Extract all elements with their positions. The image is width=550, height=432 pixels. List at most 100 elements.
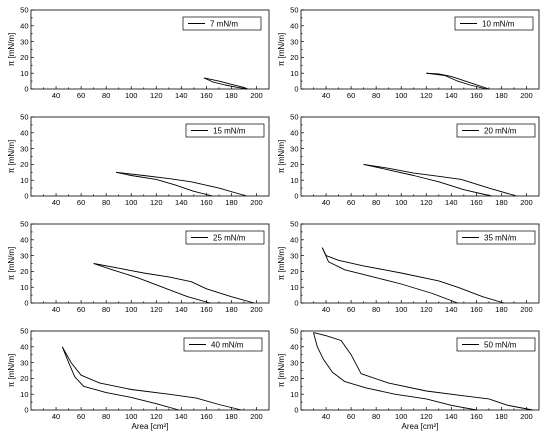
x-tick-label: 40 <box>52 91 60 100</box>
legend-label: 40 mN/m <box>211 341 244 350</box>
expansion-curve <box>321 247 458 304</box>
x-tick-label: 160 <box>200 305 213 314</box>
compression-curve <box>61 346 242 411</box>
x-tick-label: 180 <box>495 91 508 100</box>
y-tick-label: 0 <box>24 85 28 94</box>
x-tick-label: 160 <box>200 91 213 100</box>
x-tick-label: 60 <box>77 412 85 421</box>
y-tick-label: 30 <box>20 358 28 367</box>
y-tick-label: 50 <box>20 113 28 122</box>
compression-curve <box>426 72 490 90</box>
x-tick-label: 80 <box>102 198 110 207</box>
y-axis-label: π [mN/m] <box>277 33 286 67</box>
y-tick-label: 10 <box>20 390 28 399</box>
x-tick-label: 40 <box>322 91 330 100</box>
panel-8: 40 60 80 100 120 140 160 180 200 0 10 20 30 40 50 π [mN… <box>277 327 540 431</box>
panel-6: 40 60 80 100 120 140 160 180 200 0 10 20 30 40 50 π [mN… <box>277 220 540 314</box>
y-axis-label: π [mN/m] <box>7 33 16 67</box>
x-tick-label: 140 <box>175 198 188 207</box>
x-tick-label: 40 <box>52 412 60 421</box>
x-tick-label: 200 <box>520 412 533 421</box>
x-tick-label: 80 <box>102 91 110 100</box>
x-tick-label: 100 <box>125 91 138 100</box>
x-tick-label: 140 <box>445 412 458 421</box>
compression-curve <box>363 163 517 197</box>
y-tick-label: 30 <box>20 251 28 260</box>
panel-1: 40 60 80 100 120 140 160 180 200 0 10 20 30 40 50 π [mN… <box>7 6 270 100</box>
expansion-curve <box>61 346 179 411</box>
y-tick-label: 30 <box>20 144 28 153</box>
panel-5: 40 60 80 100 120 140 160 180 200 0 10 20 30 40 50 π [mN… <box>7 220 270 314</box>
x-tick-label: 80 <box>102 412 110 421</box>
x-tick-label: 140 <box>445 198 458 207</box>
y-tick-label: 20 <box>290 53 298 62</box>
x-tick-label: 100 <box>125 305 138 314</box>
x-tick-label: 120 <box>420 91 433 100</box>
y-tick-label: 20 <box>290 374 298 383</box>
x-tick-label: 180 <box>225 198 238 207</box>
y-tick-label: 50 <box>290 220 298 229</box>
y-tick-label: 40 <box>20 129 28 138</box>
expansion-curve <box>203 77 248 90</box>
y-tick-label: 10 <box>20 69 28 78</box>
x-tick-label: 60 <box>347 198 355 207</box>
y-tick-label: 20 <box>20 374 28 383</box>
legend-box <box>185 230 265 245</box>
panel-7: 40 60 80 100 120 140 160 180 200 0 10 20 30 40 50 π [mN… <box>7 327 270 431</box>
y-tick-label: 0 <box>294 299 298 308</box>
legend-label: 20 mN/m <box>484 127 517 136</box>
x-tick-label: 140 <box>445 305 458 314</box>
legend-label: 35 mN/m <box>484 234 517 243</box>
x-tick-label: 40 <box>322 412 330 421</box>
panel-2: 40 60 80 100 120 140 160 180 200 0 10 20 30 40 50 π [mN… <box>277 6 540 100</box>
y-tick-label: 20 <box>20 160 28 169</box>
legend-box <box>185 123 265 138</box>
x-tick-label: 40 <box>322 305 330 314</box>
y-tick-label: 30 <box>290 358 298 367</box>
x-tick-label: 140 <box>175 412 188 421</box>
y-axis-label: π [mN/m] <box>277 354 286 388</box>
compression-curve <box>203 77 248 90</box>
legend-box <box>456 337 536 352</box>
x-tick-label: 200 <box>250 198 263 207</box>
panel-3: 40 60 80 100 120 140 160 180 200 0 10 20 30 40 50 π [mN… <box>7 113 270 207</box>
y-axis-label: π [mN/m] <box>277 140 286 174</box>
y-tick-label: 40 <box>290 343 298 352</box>
x-tick-label: 60 <box>347 305 355 314</box>
x-tick-label: 160 <box>470 412 483 421</box>
x-tick-label: 100 <box>125 412 138 421</box>
legend-box <box>456 123 536 138</box>
x-tick-label: 60 <box>77 305 85 314</box>
x-tick-label: 180 <box>495 305 508 314</box>
x-tick-label: 160 <box>200 412 213 421</box>
y-tick-label: 50 <box>290 327 298 336</box>
x-tick-label: 140 <box>175 91 188 100</box>
x-tick-label: 200 <box>250 412 263 421</box>
y-axis-label: π [mN/m] <box>7 140 16 174</box>
y-tick-label: 10 <box>20 176 28 185</box>
x-tick-label: 180 <box>225 91 238 100</box>
compression-curve <box>313 332 533 411</box>
y-tick-label: 10 <box>290 176 298 185</box>
x-tick-label: 80 <box>372 91 380 100</box>
x-tick-label: 80 <box>102 305 110 314</box>
y-tick-label: 40 <box>290 129 298 138</box>
y-tick-label: 40 <box>20 343 28 352</box>
y-tick-label: 30 <box>290 144 298 153</box>
x-tick-label: 80 <box>372 412 380 421</box>
x-tick-label: 40 <box>52 198 60 207</box>
x-tick-label: 100 <box>125 198 138 207</box>
x-tick-label: 200 <box>250 91 263 100</box>
x-tick-label: 60 <box>77 198 85 207</box>
y-tick-label: 30 <box>290 37 298 46</box>
x-tick-label: 160 <box>470 198 483 207</box>
y-tick-label: 10 <box>290 390 298 399</box>
legend-label: 25 mN/m <box>213 234 246 243</box>
y-tick-label: 20 <box>20 267 28 276</box>
y-tick-label: 10 <box>290 283 298 292</box>
y-tick-label: 0 <box>24 192 28 201</box>
x-tick-label: 120 <box>150 91 163 100</box>
y-tick-label: 20 <box>20 53 28 62</box>
y-tick-label: 0 <box>294 85 298 94</box>
